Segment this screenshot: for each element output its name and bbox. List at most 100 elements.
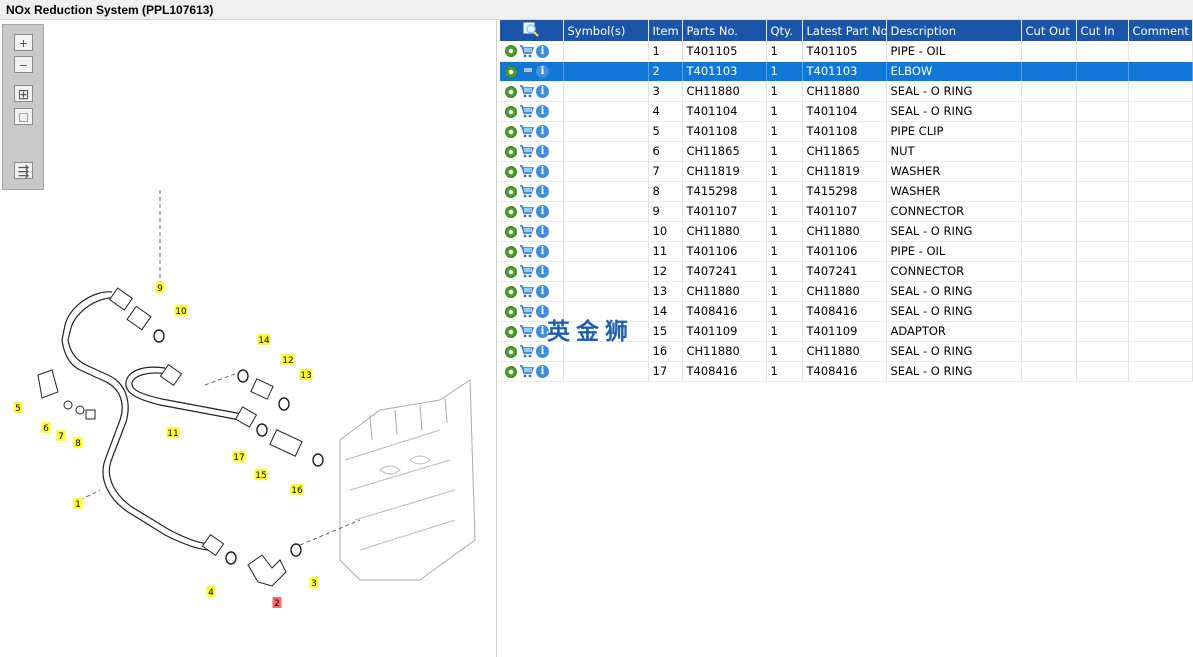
info-icon[interactable]: i [536, 225, 549, 238]
table-row[interactable]: i 1 T401105 1 T401105 PIPE - OIL [500, 41, 1193, 62]
cart-icon[interactable] [519, 365, 534, 378]
table-row[interactable]: i 17 T408416 1 T408416 SEAL - O RING [500, 361, 1193, 382]
gear-icon[interactable] [505, 285, 517, 298]
gear-icon[interactable] [505, 185, 517, 198]
callout-7[interactable]: 7 [56, 430, 66, 442]
header-item[interactable]: Item [648, 20, 683, 41]
cart-icon[interactable] [519, 65, 534, 78]
info-icon[interactable]: i [536, 185, 549, 198]
header-qty[interactable]: Qty. [766, 20, 803, 41]
cart-icon[interactable] [519, 305, 534, 318]
cart-icon[interactable] [519, 165, 534, 178]
callout-13[interactable]: 13 [299, 369, 313, 381]
gear-icon[interactable] [505, 45, 517, 58]
zoom-out-button[interactable]: − [14, 56, 33, 73]
fit-all-button[interactable]: ⊞ [14, 85, 33, 102]
table-row[interactable]: i 13 CH11880 1 CH11880 SEAL - O RING [500, 281, 1193, 302]
header-comment[interactable]: Comment [1128, 20, 1193, 41]
callout-10[interactable]: 10 [174, 305, 188, 317]
table-row[interactable]: i 8 T415298 1 T415298 WASHER [500, 181, 1193, 202]
gear-icon[interactable] [505, 165, 517, 178]
cart-icon[interactable] [519, 185, 534, 198]
info-icon[interactable]: i [536, 44, 549, 58]
info-icon[interactable]: i [536, 365, 549, 378]
table-row[interactable]: i 10 CH11880 1 CH11880 SEAL - O RING [500, 221, 1193, 242]
info-icon[interactable]: i [536, 305, 549, 318]
gear-icon[interactable] [505, 225, 517, 238]
header-parts-no[interactable]: Parts No. [682, 20, 767, 41]
gear-icon[interactable] [505, 85, 517, 98]
cart-icon[interactable] [519, 265, 534, 278]
cart-icon[interactable] [519, 225, 534, 238]
table-row[interactable]: i 7 CH11819 1 CH11819 WASHER [500, 161, 1193, 182]
table-row[interactable]: i 9 T401107 1 T401107 CONNECTOR [500, 201, 1193, 222]
gear-icon[interactable] [505, 105, 517, 118]
callout-11[interactable]: 11 [166, 427, 180, 439]
actual-size-button[interactable]: □ [14, 108, 33, 125]
info-icon[interactable]: i [536, 245, 549, 258]
callout-15[interactable]: 15 [254, 469, 268, 481]
gear-icon[interactable] [505, 145, 517, 158]
cart-icon[interactable] [519, 345, 534, 358]
gear-icon[interactable] [505, 265, 517, 278]
info-icon[interactable]: i [536, 325, 549, 338]
table-row[interactable]: i 16 CH11880 1 CH11880 SEAL - O RING [500, 341, 1193, 362]
table-row[interactable]: i 4 T401104 1 T401104 SEAL - O RING [500, 101, 1193, 122]
gear-icon[interactable] [505, 345, 517, 358]
header-cut-in[interactable]: Cut In [1076, 20, 1129, 41]
gear-icon[interactable] [505, 65, 517, 78]
gear-icon[interactable] [505, 365, 517, 378]
callout-9[interactable]: 9 [155, 282, 165, 294]
cart-icon[interactable] [519, 325, 534, 338]
cart-icon[interactable] [519, 285, 534, 298]
table-row[interactable]: i 5 T401108 1 T401108 PIPE CLIP [500, 121, 1193, 142]
cart-icon[interactable] [519, 85, 534, 98]
gear-icon[interactable] [505, 245, 517, 258]
info-icon[interactable]: i [536, 65, 549, 78]
cart-icon[interactable] [519, 205, 534, 218]
cart-icon[interactable] [519, 145, 534, 158]
callout-14[interactable]: 14 [257, 334, 271, 346]
callout-3[interactable]: 3 [309, 577, 319, 589]
diagram-pane[interactable]: + − ⊞ □ ⇶ [0, 20, 497, 657]
callout-2[interactable]: 2 [272, 597, 282, 609]
info-icon[interactable]: i [536, 85, 549, 98]
cart-icon[interactable] [519, 125, 534, 138]
info-icon[interactable]: i [536, 205, 549, 218]
callout-4[interactable]: 4 [206, 586, 216, 598]
gear-icon[interactable] [505, 325, 517, 338]
info-icon[interactable]: i [536, 345, 549, 358]
zoom-in-button[interactable]: + [14, 34, 33, 51]
column-search-icon[interactable] [500, 20, 564, 41]
info-icon[interactable]: i [536, 145, 549, 158]
header-symbols[interactable]: Symbol(s) [563, 20, 649, 41]
header-latest-part-no[interactable]: Latest Part No. [802, 20, 887, 41]
info-icon[interactable]: i [536, 285, 549, 298]
info-icon[interactable]: i [536, 265, 549, 278]
callout-1[interactable]: 1 [73, 498, 83, 510]
table-row[interactable]: i 3 CH11880 1 CH11880 SEAL - O RING [500, 81, 1193, 102]
gear-icon[interactable] [505, 205, 517, 218]
gear-icon[interactable] [505, 305, 517, 318]
table-row[interactable]: i 6 CH11865 1 CH11865 NUT [500, 141, 1193, 162]
cart-icon[interactable] [519, 45, 534, 58]
table-row[interactable]: i 15 T401109 1 T401109 ADAPTOR [500, 321, 1193, 342]
callout-6[interactable]: 6 [41, 422, 51, 434]
callout-8[interactable]: 8 [73, 437, 83, 449]
callout-5[interactable]: 5 [13, 402, 23, 414]
gear-icon[interactable] [505, 125, 517, 138]
callout-12[interactable]: 12 [281, 354, 295, 366]
toggle-panel-button[interactable]: ⇶ [14, 162, 33, 179]
info-icon[interactable]: i [536, 165, 549, 178]
callout-16[interactable]: 16 [290, 484, 304, 496]
info-icon[interactable]: i [536, 105, 549, 118]
table-row[interactable]: i 2 T401103 1 T401103 ELBOW [500, 61, 1193, 82]
cart-icon[interactable] [519, 105, 534, 118]
table-row[interactable]: i 12 T407241 1 T407241 CONNECTOR [500, 261, 1193, 282]
table-row[interactable]: i 14 T408416 1 T408416 SEAL - O RING [500, 301, 1193, 322]
cart-icon[interactable] [519, 245, 534, 258]
info-icon[interactable]: i [536, 125, 549, 138]
header-description[interactable]: Description [886, 20, 1022, 41]
table-row[interactable]: i 11 T401106 1 T401106 PIPE - OIL [500, 241, 1193, 262]
header-cut-out[interactable]: Cut Out [1021, 20, 1077, 41]
